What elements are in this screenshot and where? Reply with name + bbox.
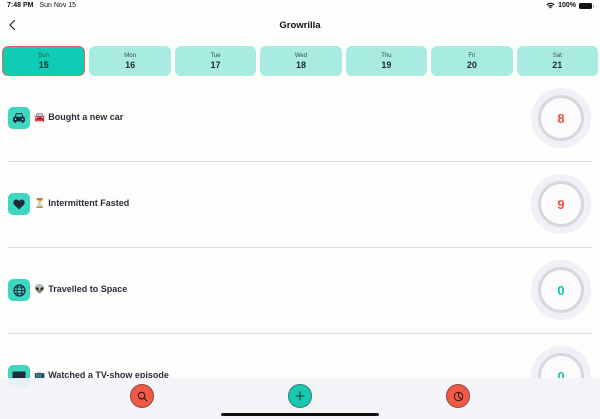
habit-label: 👽 Travelled to Space [34, 284, 127, 295]
row-divider [8, 333, 592, 334]
habit-counter[interactable]: 8 [531, 88, 591, 148]
day-tab-sat[interactable]: Sat 21 [516, 46, 598, 76]
day-name: Fri [468, 52, 476, 59]
heart-icon [8, 193, 30, 215]
page-title: Growrilla [279, 20, 321, 31]
nav-bar: Growrilla [0, 12, 600, 40]
stats-button[interactable] [446, 384, 470, 408]
habit-label: 📺 Watched a TV-show episode [34, 370, 169, 381]
habit-row[interactable]: ⏳ Intermittent Fasted 9 [0, 162, 600, 248]
day-name: Tue [210, 52, 221, 59]
habit-title: Travelled to Space [48, 284, 128, 294]
day-name: Wed [294, 52, 308, 59]
counter-value: 0 [557, 282, 565, 298]
wifi-icon [546, 2, 555, 9]
habit-counter[interactable]: 0 [531, 260, 591, 320]
status-right: 100% [546, 2, 594, 9]
day-name: Sun [38, 52, 50, 59]
day-tab-wed[interactable]: Wed 18 [260, 46, 342, 76]
day-number: 17 [210, 59, 221, 70]
counter-ring: 0 [538, 267, 584, 313]
day-tab-mon[interactable]: Mon 16 [89, 46, 171, 76]
habit-row[interactable]: 👽 Travelled to Space 0 [0, 248, 600, 334]
search-button[interactable] [130, 384, 154, 408]
day-number: 18 [295, 59, 306, 70]
day-number: 20 [466, 59, 477, 70]
habit-label: ⏳ Intermittent Fasted [34, 198, 129, 209]
day-number: 15 [38, 59, 49, 70]
habit-emoji: 📺 [34, 370, 46, 380]
search-icon [137, 391, 148, 402]
habit-title: Watched a TV-show episode [48, 370, 169, 380]
row-divider [8, 161, 592, 162]
day-tab-tue[interactable]: Tue 17 [174, 46, 257, 76]
day-number: 21 [552, 59, 563, 70]
plus-icon [295, 391, 305, 401]
day-name: Sat [552, 52, 562, 59]
day-tab-fri[interactable]: Fri 20 [431, 46, 513, 76]
counter-value: 8 [557, 110, 565, 126]
globe-icon [8, 279, 30, 301]
battery-percent: 100% [558, 2, 576, 9]
day-number: 16 [125, 59, 136, 70]
habit-row[interactable]: 🚘 Bought a new car 8 [0, 76, 600, 162]
day-name: Thu [381, 52, 392, 59]
day-name: Mon [124, 52, 136, 59]
day-tab-thu[interactable]: Thu 19 [345, 46, 428, 76]
back-button[interactable] [6, 18, 20, 32]
day-tab-sun[interactable]: Sun 15 [2, 46, 86, 76]
habit-emoji: 👽 [34, 284, 46, 294]
battery-icon [579, 2, 594, 9]
status-date: Sun Nov 15 [39, 2, 77, 9]
car-icon [8, 107, 30, 129]
status-bar: 7:48 PM Sun Nov 15 100% [0, 0, 600, 12]
home-indicator [221, 413, 379, 416]
status-time: 7:48 PM Sun Nov 15 [7, 2, 77, 9]
chevron-left-icon [9, 19, 16, 31]
counter-ring: 9 [538, 181, 584, 227]
habit-title: Intermittent Fasted [48, 198, 130, 208]
row-divider [8, 247, 592, 248]
habit-label: 🚘 Bought a new car [34, 112, 123, 123]
habit-emoji: ⏳ [34, 198, 46, 208]
week-day-selector: Sun 15 Mon 16 Tue 17 Wed 18 Thu 19 Fri 2… [2, 46, 598, 76]
habit-counter[interactable]: 9 [531, 174, 591, 234]
habit-title: Bought a new car [48, 112, 124, 122]
counter-ring: 8 [538, 95, 584, 141]
add-habit-button[interactable] [288, 384, 312, 408]
habit-emoji: 🚘 [34, 112, 46, 122]
pie-chart-icon [453, 391, 463, 401]
counter-value: 0 [557, 368, 565, 384]
bottom-tab-bar [0, 378, 600, 419]
habit-list: 🚘 Bought a new car 8 ⏳ Intermittent Fasted… [0, 76, 600, 419]
day-number: 19 [381, 59, 392, 70]
counter-value: 9 [557, 196, 565, 212]
